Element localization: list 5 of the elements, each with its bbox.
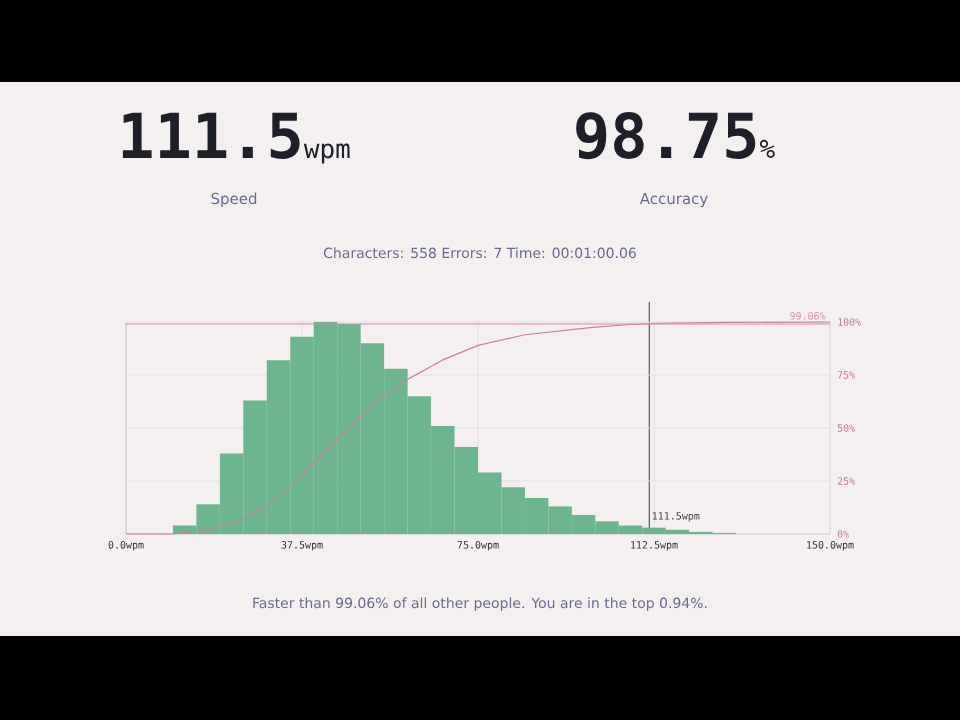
text: wpm xyxy=(303,143,350,164)
line-series xyxy=(125,321,831,535)
text: 98.75 xyxy=(576,111,756,160)
text: % xyxy=(759,139,775,158)
text: 111.5 xyxy=(122,112,300,159)
